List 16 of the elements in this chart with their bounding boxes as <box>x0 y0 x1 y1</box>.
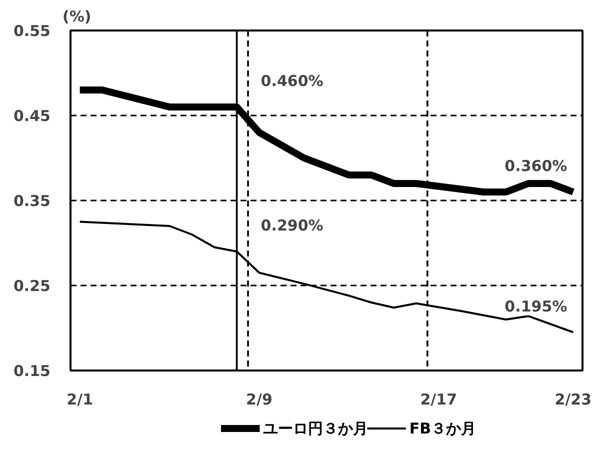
y-tick-label: 0.15 <box>13 362 51 380</box>
legend-label: FB３か月 <box>409 420 476 438</box>
y-tick-label: 0.55 <box>13 22 51 40</box>
y-tick-label: 0.35 <box>13 192 51 210</box>
y-axis-title: (%) <box>62 8 92 26</box>
legend-label: ユーロ円３か月 <box>263 420 368 438</box>
y-tick-label: 0.45 <box>13 107 51 125</box>
annotation: 0.290% <box>260 216 324 234</box>
x-tick-label: 2/9 <box>246 390 272 408</box>
x-tick-label: 2/17 <box>420 390 458 408</box>
annotation: 0.195% <box>504 297 568 316</box>
x-tick-label: 2/1 <box>66 390 94 408</box>
y-tick-label: 0.25 <box>13 277 51 295</box>
annotation: 0.360% <box>504 157 568 175</box>
annotation: 0.460% <box>260 72 324 90</box>
x-tick-label: 2/23 <box>554 390 592 408</box>
